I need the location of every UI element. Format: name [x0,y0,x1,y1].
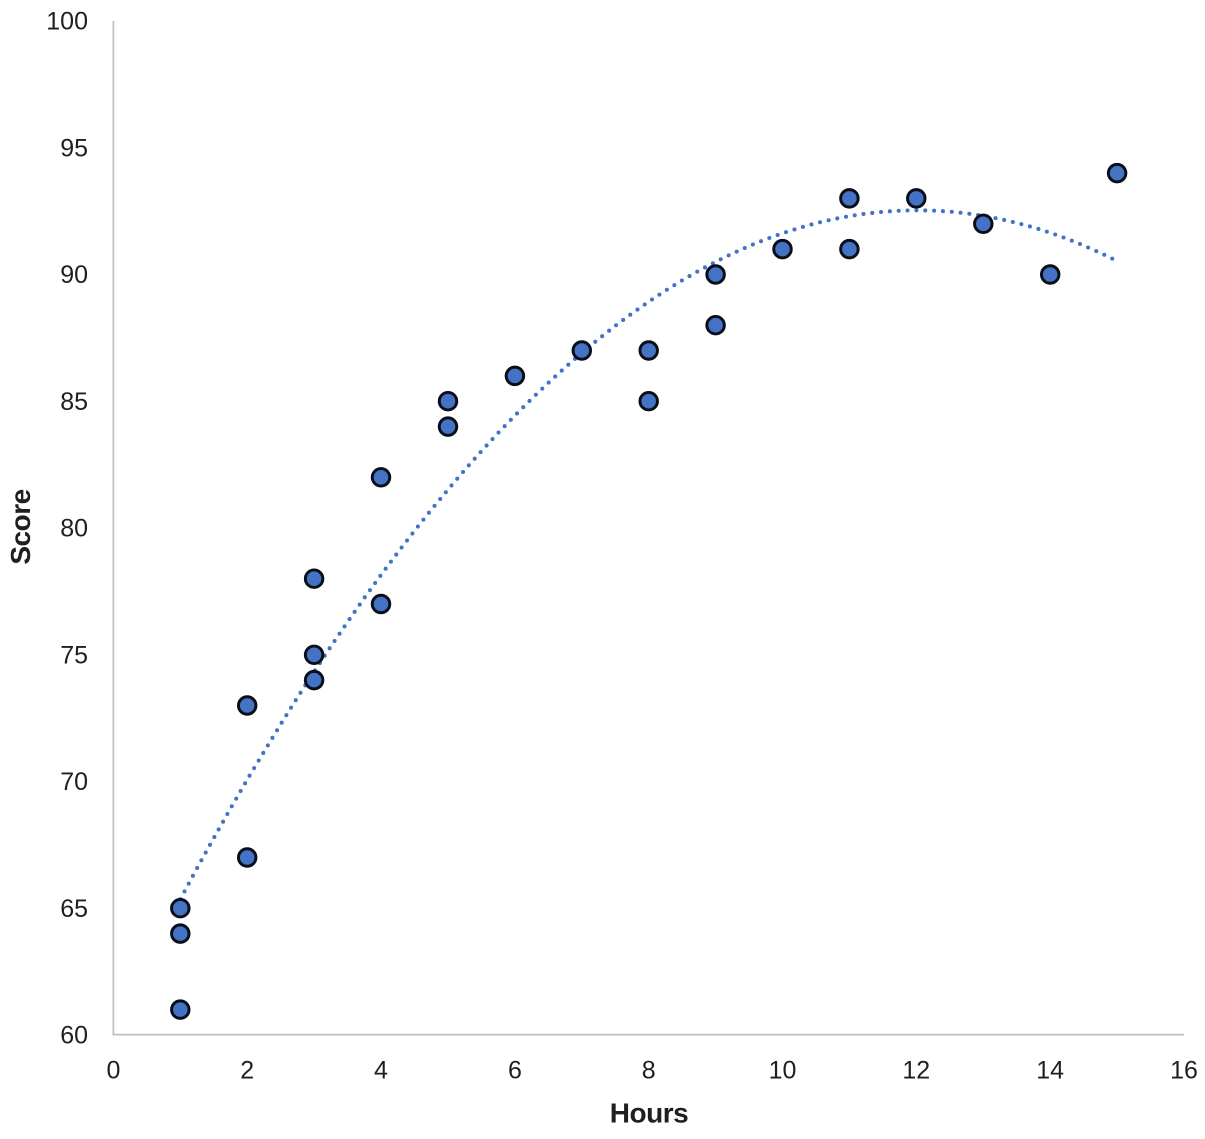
svg-text:65: 65 [60,895,88,923]
svg-text:75: 75 [60,642,88,670]
svg-text:Hours: Hours [610,1098,688,1129]
svg-text:16: 16 [1170,1057,1198,1085]
svg-text:85: 85 [60,388,88,416]
svg-text:4: 4 [374,1057,388,1085]
svg-text:95: 95 [60,134,88,162]
svg-text:8: 8 [642,1057,656,1085]
svg-text:90: 90 [60,261,88,289]
svg-text:60: 60 [60,1022,88,1050]
svg-text:2: 2 [240,1057,254,1085]
svg-text:100: 100 [46,8,88,36]
svg-text:0: 0 [106,1057,120,1085]
svg-text:Score: Score [5,489,36,564]
svg-text:80: 80 [60,515,88,543]
svg-text:14: 14 [1036,1057,1064,1085]
svg-text:12: 12 [902,1057,930,1085]
svg-text:6: 6 [508,1057,522,1085]
svg-text:10: 10 [769,1057,797,1085]
svg-text:70: 70 [60,768,88,796]
